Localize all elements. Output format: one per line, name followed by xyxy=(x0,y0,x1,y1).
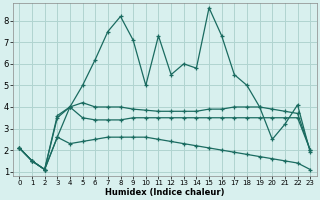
X-axis label: Humidex (Indice chaleur): Humidex (Indice chaleur) xyxy=(105,188,225,197)
